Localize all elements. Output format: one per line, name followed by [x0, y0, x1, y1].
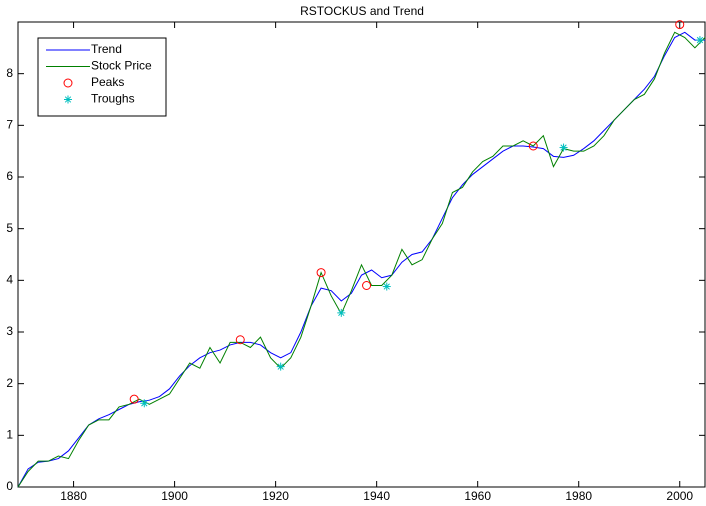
x-tick-label: 1920 — [262, 489, 289, 503]
y-tick-label: 2 — [6, 376, 13, 390]
trough-marker — [276, 362, 285, 371]
peak-marker — [235, 335, 245, 345]
y-tick-label: 5 — [6, 221, 13, 235]
x-tick-label: 1940 — [363, 489, 390, 503]
x-tick-label: 1960 — [464, 489, 491, 503]
trough-marker — [64, 95, 72, 104]
legend: Trend Stock Price Peaks Troughs — [37, 37, 167, 117]
x-tick-label: 1900 — [161, 489, 188, 503]
trough-marker — [695, 36, 704, 45]
asterisk-stroke — [141, 400, 148, 407]
peak-marker — [675, 20, 685, 30]
trough-marker — [382, 282, 391, 291]
legend-label: Peaks — [91, 75, 124, 89]
peak-marker — [129, 394, 139, 404]
asterisk-stroke — [696, 36, 704, 44]
legend-label: Trend — [91, 42, 122, 56]
asterisk-stroke — [383, 283, 390, 290]
trough-marker — [140, 399, 149, 408]
peak-marker — [528, 141, 538, 151]
x-tick-label: 1880 — [60, 489, 87, 503]
asterisk-stroke — [64, 96, 72, 103]
y-tick-label: 6 — [6, 169, 13, 183]
series-line — [17, 31, 705, 488]
y-tick-label: 7 — [6, 118, 13, 132]
peak-marker — [362, 281, 372, 290]
peak-marker — [63, 78, 73, 88]
peak-marker — [316, 268, 326, 278]
y-tick-label: 3 — [6, 324, 13, 338]
y-tick-label: 1 — [6, 428, 13, 442]
asterisk-stroke — [560, 144, 567, 151]
legend-label: Stock Price — [91, 59, 152, 73]
trough-marker — [337, 308, 346, 317]
y-tick-label: 8 — [6, 66, 13, 80]
y-tick-label: 4 — [6, 273, 13, 287]
y-tick-label: 0 — [6, 479, 13, 493]
asterisk-stroke — [277, 363, 284, 370]
x-tick-label: 2000 — [666, 489, 693, 503]
trough-marker — [559, 143, 568, 152]
legend-box — [37, 37, 167, 117]
x-tick-label: 1980 — [565, 489, 592, 503]
legend-label: Troughs — [91, 92, 135, 106]
asterisk-stroke — [338, 309, 345, 317]
chart-title: RSTOCKUS and Trend — [300, 4, 424, 18]
